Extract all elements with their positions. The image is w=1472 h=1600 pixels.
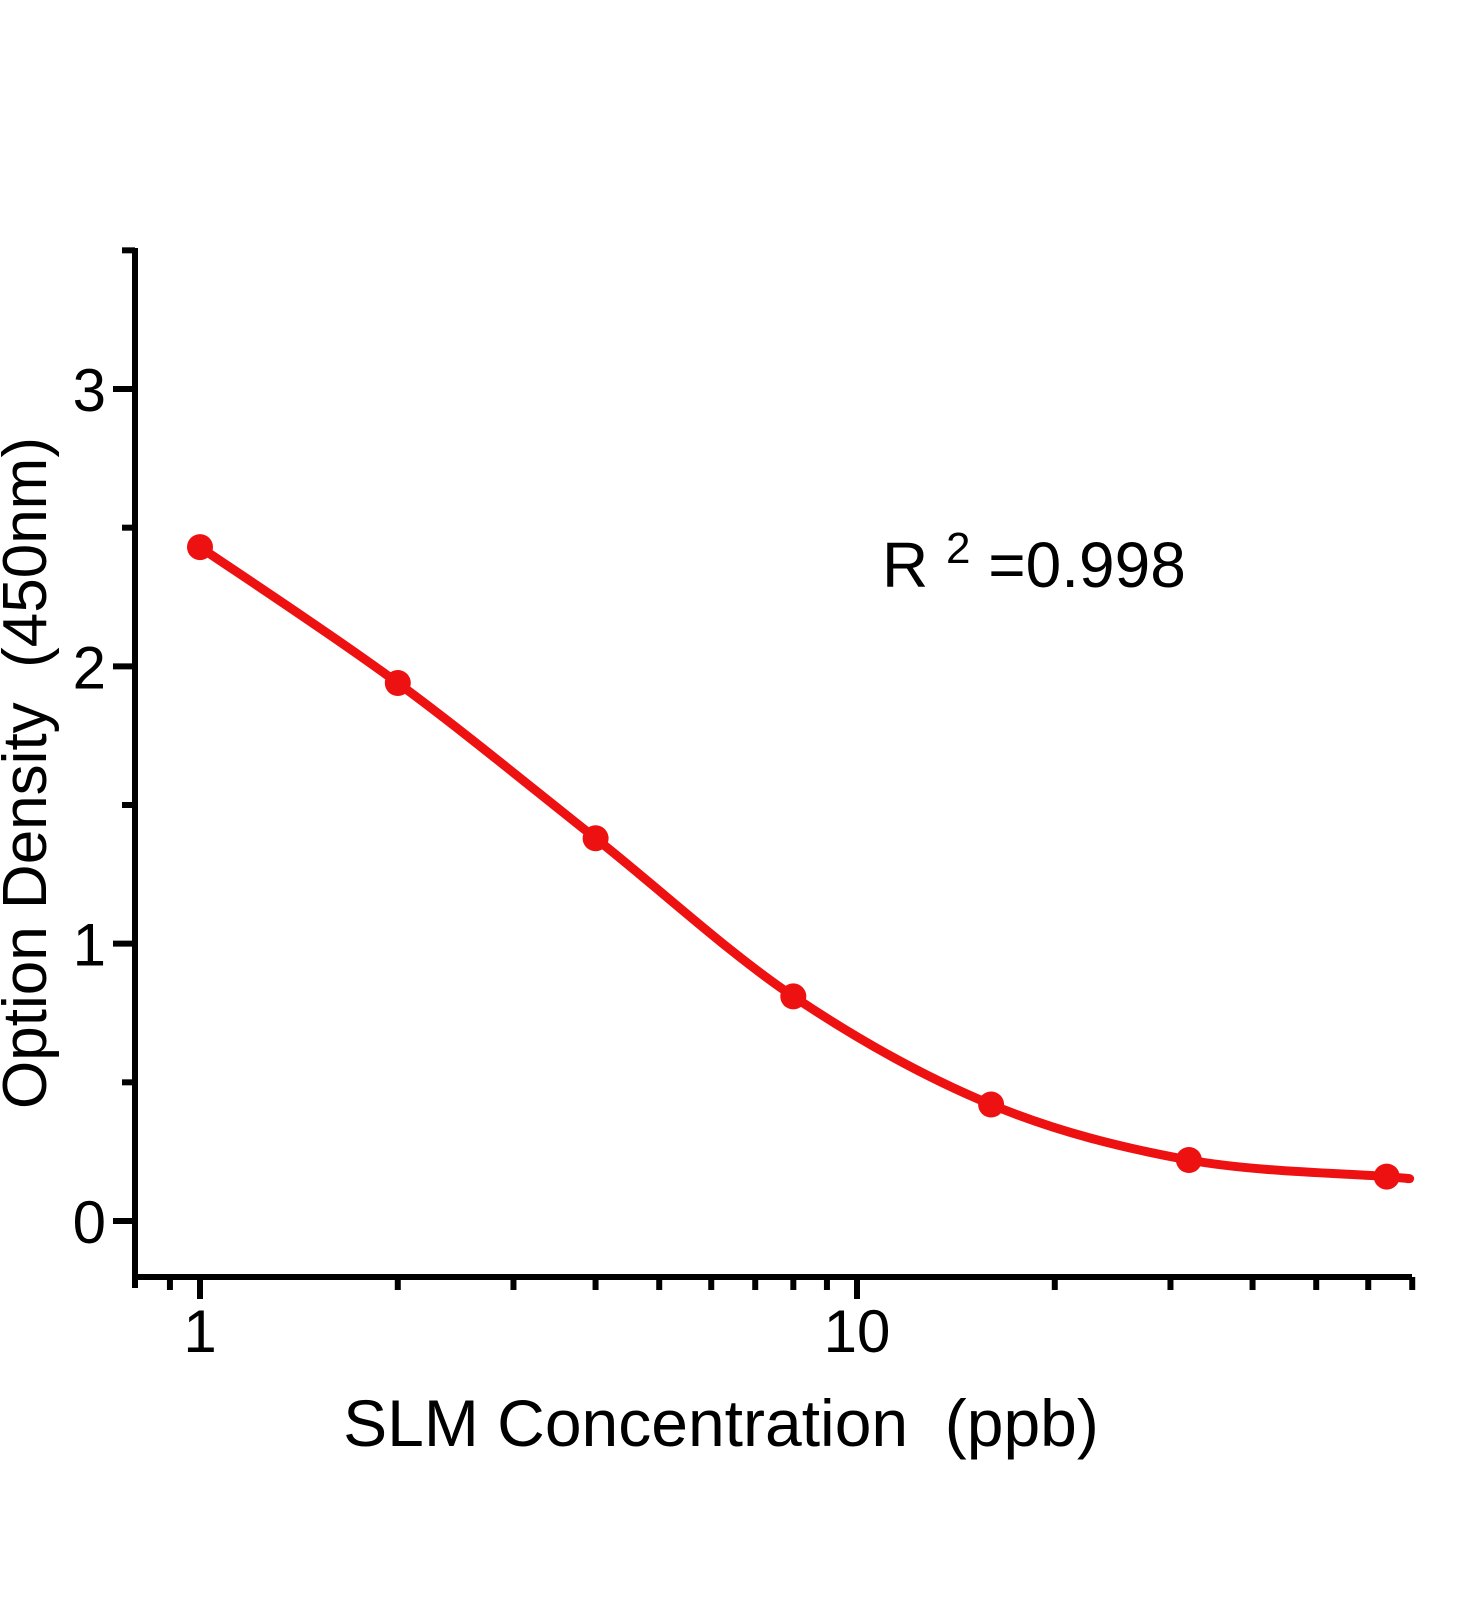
data-point	[582, 825, 609, 852]
y-tick-label: 2	[73, 634, 106, 701]
r-squared-value: =0.998	[988, 529, 1186, 601]
standard-curve-line	[195, 542, 1415, 1184]
r-squared-superscript: 2	[946, 524, 970, 573]
data-point	[187, 534, 213, 561]
r-squared-base: R	[882, 529, 928, 601]
x-tick-label: 1	[183, 1298, 216, 1365]
x-axis-title: SLM Concentration (ppb)	[343, 1386, 1099, 1460]
x-tick-label: 10	[824, 1298, 891, 1365]
data-point	[384, 670, 411, 696]
data-point	[1175, 1147, 1202, 1173]
data-point	[978, 1091, 1005, 1118]
r-squared-annotation: R 2 =0.998	[882, 505, 1186, 601]
series-group	[187, 534, 1415, 1190]
ticks-group	[113, 247, 1416, 1299]
axes-group	[132, 248, 1412, 1288]
data-point	[1373, 1163, 1400, 1190]
data-point	[780, 983, 807, 1010]
y-tick-label: 3	[73, 357, 106, 424]
y-tick-label: 0	[73, 1189, 106, 1256]
y-tick-label: 1	[73, 912, 106, 979]
y-axis-title: Option Density (450nm)	[0, 437, 60, 1109]
tick-labels-group: 1 10 0 1 2 3	[73, 357, 891, 1365]
